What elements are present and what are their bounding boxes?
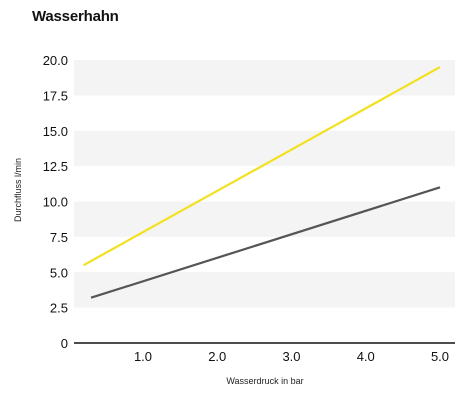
y-tick-label: 2.5 xyxy=(50,301,68,316)
y-tick-label: 0 xyxy=(61,336,68,351)
grid-band xyxy=(74,130,455,167)
y-tick-label: 12.5 xyxy=(43,159,68,174)
y-tick-labels: 0 2.5 5.0 7.5 10.0 12.5 15.0 17.5 20.0 xyxy=(43,53,68,351)
grid-bands xyxy=(74,60,455,308)
y-tick-label: 7.5 xyxy=(50,230,68,245)
series-layer xyxy=(83,66,441,299)
y-tick-label: 10.0 xyxy=(43,195,68,210)
x-tick-label: 5.0 xyxy=(431,349,449,364)
y-tick-label: 15.0 xyxy=(43,124,68,139)
y-tick-label: 5.0 xyxy=(50,265,68,280)
series-line-1 xyxy=(83,66,441,267)
y-tick-label: 20.0 xyxy=(43,53,68,68)
y-tick-label: 17.5 xyxy=(43,88,68,103)
x-axis-label: Wasserdruck in bar xyxy=(226,376,303,386)
x-tick-label: 4.0 xyxy=(357,349,375,364)
x-tick-label: 2.0 xyxy=(208,349,226,364)
x-tick-labels: 1.0 2.0 3.0 4.0 5.0 xyxy=(134,349,449,364)
chart-title: Wasserhahn xyxy=(32,8,119,25)
series-line-2 xyxy=(90,186,441,299)
x-tick-label: 1.0 xyxy=(134,349,152,364)
grid-band xyxy=(74,272,455,308)
grid-band xyxy=(74,60,455,96)
grid-band xyxy=(74,201,455,237)
y-axis-label: Durchfluss l/min xyxy=(13,158,23,222)
x-tick-label: 3.0 xyxy=(282,349,300,364)
